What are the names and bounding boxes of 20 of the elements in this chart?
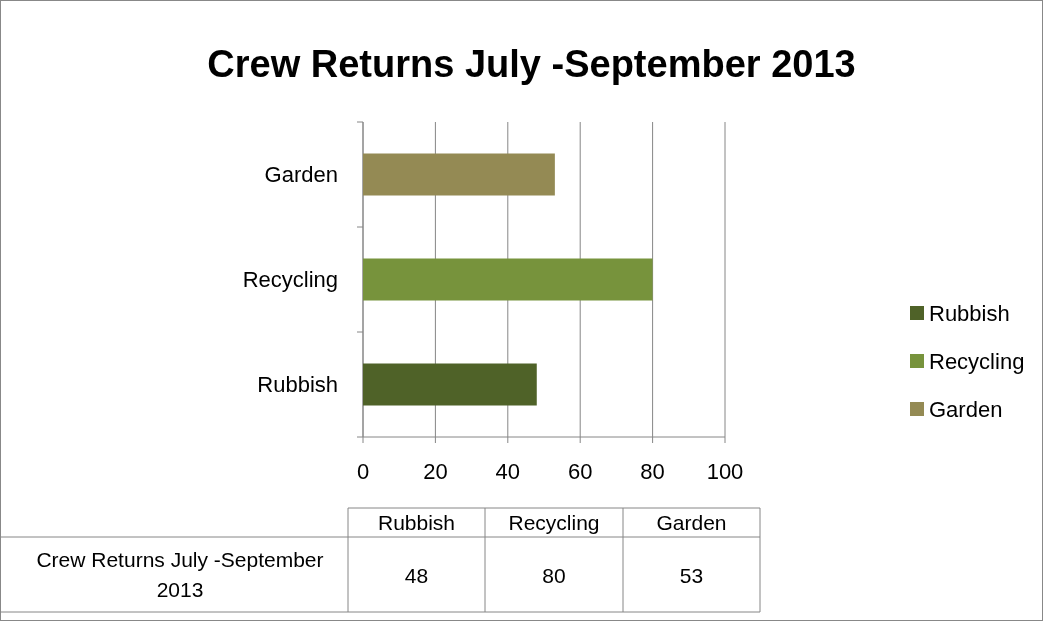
x-tick-label: 40 xyxy=(495,459,521,484)
x-tick-label: 60 xyxy=(567,459,593,484)
x-tick-label: 80 xyxy=(640,459,665,484)
legend-label: Garden xyxy=(929,397,1003,422)
y-tick-label: Rubbish xyxy=(257,371,338,397)
text: Crew Returns July -September 2013 xyxy=(36,548,324,601)
x-tick-label: 0 xyxy=(356,459,370,484)
x-tick-label: 20 xyxy=(423,459,448,484)
x-tick-label: 100 xyxy=(706,459,744,484)
y-tick-label: Recycling xyxy=(242,266,338,292)
data-label: 48 xyxy=(404,563,429,587)
y-tick-label: Garden xyxy=(264,161,338,187)
category-label: Garden xyxy=(656,511,727,534)
category-label: Rubbish xyxy=(377,511,456,534)
data-label: 53 xyxy=(679,563,704,587)
chart-title: Crew Returns July -September 2013 xyxy=(207,43,856,85)
category-label: Recycling xyxy=(508,511,600,534)
legend-label: Rubbish xyxy=(929,301,1010,326)
legend-label: Recycling xyxy=(929,349,1025,374)
data-label: 80 xyxy=(542,563,566,587)
